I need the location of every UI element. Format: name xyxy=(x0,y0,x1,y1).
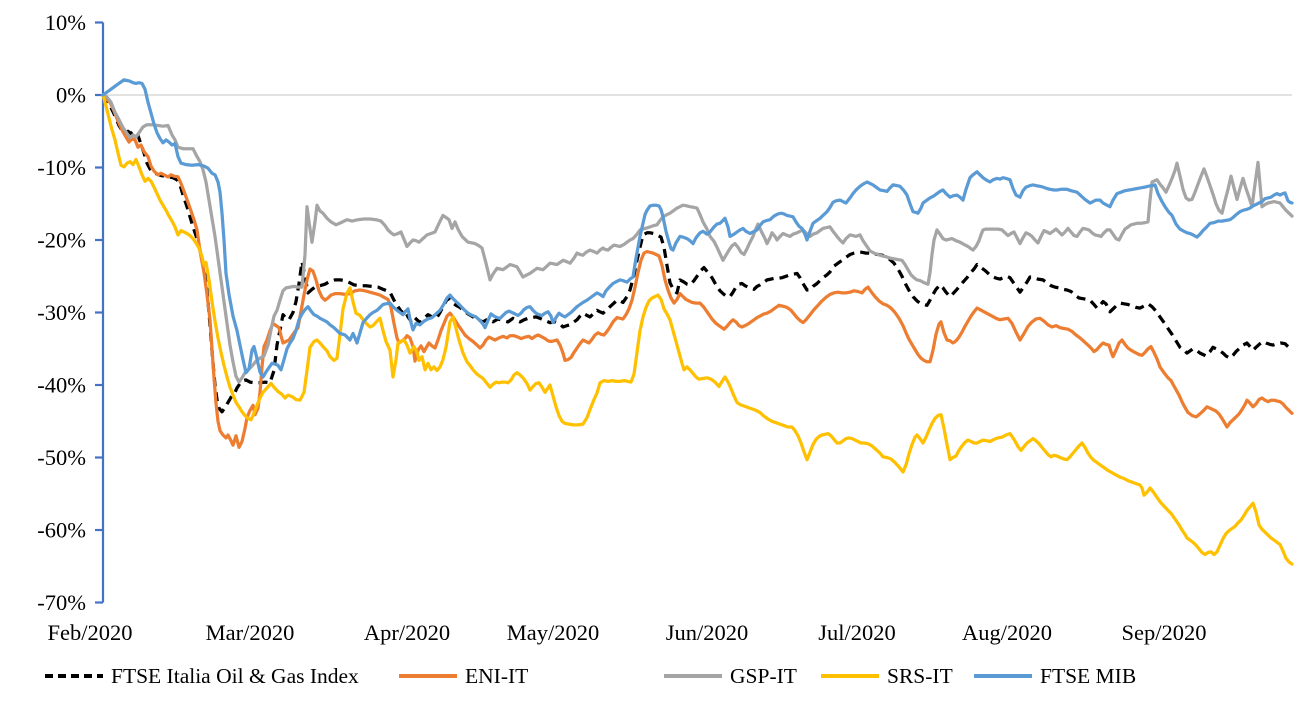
y-tick-label: -70% xyxy=(37,590,86,615)
legend-label: GSP-IT xyxy=(730,664,797,688)
series-line-ftse-italia-oil-gas-index xyxy=(101,94,1294,414)
y-tick-label: 10% xyxy=(45,10,86,35)
legend-label: FTSE MIB xyxy=(1040,664,1137,688)
x-tick-label: Feb/2020 xyxy=(47,620,132,645)
x-tick-label: Apr/2020 xyxy=(364,620,450,645)
legend-swatch-dashed-black xyxy=(45,674,103,678)
legend-item-ftse-mib: FTSE MIB xyxy=(974,658,1136,694)
y-tick-label: -20% xyxy=(37,228,86,253)
legend-swatch-blue xyxy=(974,674,1032,678)
y-tick-label: 0% xyxy=(56,83,86,108)
x-tick-label: Jul/2020 xyxy=(818,620,896,645)
legend-swatch-gray xyxy=(664,674,722,678)
legend-swatch-yellow xyxy=(821,674,879,678)
performance-line-chart: 10% 0% -10% -20% -30% -40% -50% -60% -70% Feb/202… xyxy=(37,10,1294,645)
legend-item-eni-it: ENI-IT xyxy=(399,658,528,694)
series-line-srs-it xyxy=(101,93,1294,566)
y-tick-label: -60% xyxy=(37,518,86,543)
legend-item-gsp-it: GSP-IT xyxy=(664,658,797,694)
legend-label: FTSE Italia Oil & Gas Index xyxy=(111,664,359,688)
legend-item-srs-it: SRS-IT xyxy=(821,658,953,694)
y-tick-label: -40% xyxy=(37,373,86,398)
series-line-eni-it xyxy=(101,93,1294,450)
x-tick-label: Aug/2020 xyxy=(962,620,1052,645)
y-tick-label: -30% xyxy=(37,300,86,325)
y-tick-label: -10% xyxy=(37,155,86,180)
x-tick-label: May/2020 xyxy=(507,620,600,645)
legend-label: SRS-IT xyxy=(887,664,953,688)
legend-label: ENI-IT xyxy=(465,664,529,688)
series-line-gsp-it xyxy=(101,93,1294,384)
x-tick-label: Jun/2020 xyxy=(666,620,749,645)
legend-swatch-orange xyxy=(399,674,457,678)
y-tick-label: -50% xyxy=(37,445,86,470)
legend: FTSE Italia Oil & Gas Index ENI-IT GSP-I… xyxy=(0,658,1299,694)
x-tick-label: Mar/2020 xyxy=(206,620,295,645)
x-tick-label: Sep/2020 xyxy=(1121,620,1206,645)
legend-item-ftse-oil-gas-index: FTSE Italia Oil & Gas Index xyxy=(45,658,359,694)
series-line-ftse-mib xyxy=(101,78,1294,379)
